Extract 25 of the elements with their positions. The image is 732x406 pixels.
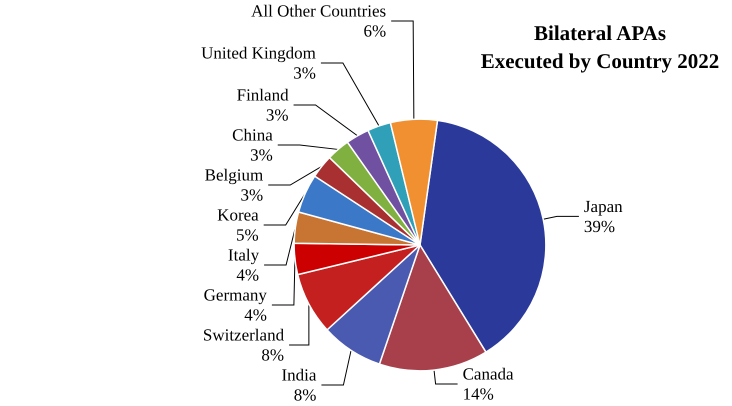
data-label: 3% xyxy=(293,64,316,82)
data-label: 8% xyxy=(261,346,284,364)
data-label: 3% xyxy=(266,106,289,124)
slice-label: Belgium xyxy=(204,166,264,184)
slice-label: United Kingdom xyxy=(201,44,316,62)
slice-label: Japan xyxy=(584,196,624,216)
slice-label: China xyxy=(232,126,274,144)
data-label: 4% xyxy=(244,306,267,324)
slice-label: Germany xyxy=(204,286,268,304)
data-label: 4% xyxy=(236,266,260,284)
data-label: 3% xyxy=(240,186,264,204)
slice-label: Canada xyxy=(462,364,514,384)
slice-label: Korea xyxy=(217,206,260,224)
slice-label: India xyxy=(281,366,317,384)
data-label: 39% xyxy=(584,216,616,236)
data-label: 6% xyxy=(363,22,386,40)
slice-label: Finland xyxy=(236,86,290,104)
slice-label: Italy xyxy=(228,246,260,264)
data-label: 14% xyxy=(462,384,494,404)
slice-label: Switzerland xyxy=(202,326,285,344)
text: Bilateral APAs Executed by Country 2022 xyxy=(480,21,720,73)
data-label: 5% xyxy=(236,226,259,244)
data-label: 3% xyxy=(250,146,273,164)
data-label: 8% xyxy=(294,386,316,404)
slice-label: All Other Countries xyxy=(251,2,386,20)
